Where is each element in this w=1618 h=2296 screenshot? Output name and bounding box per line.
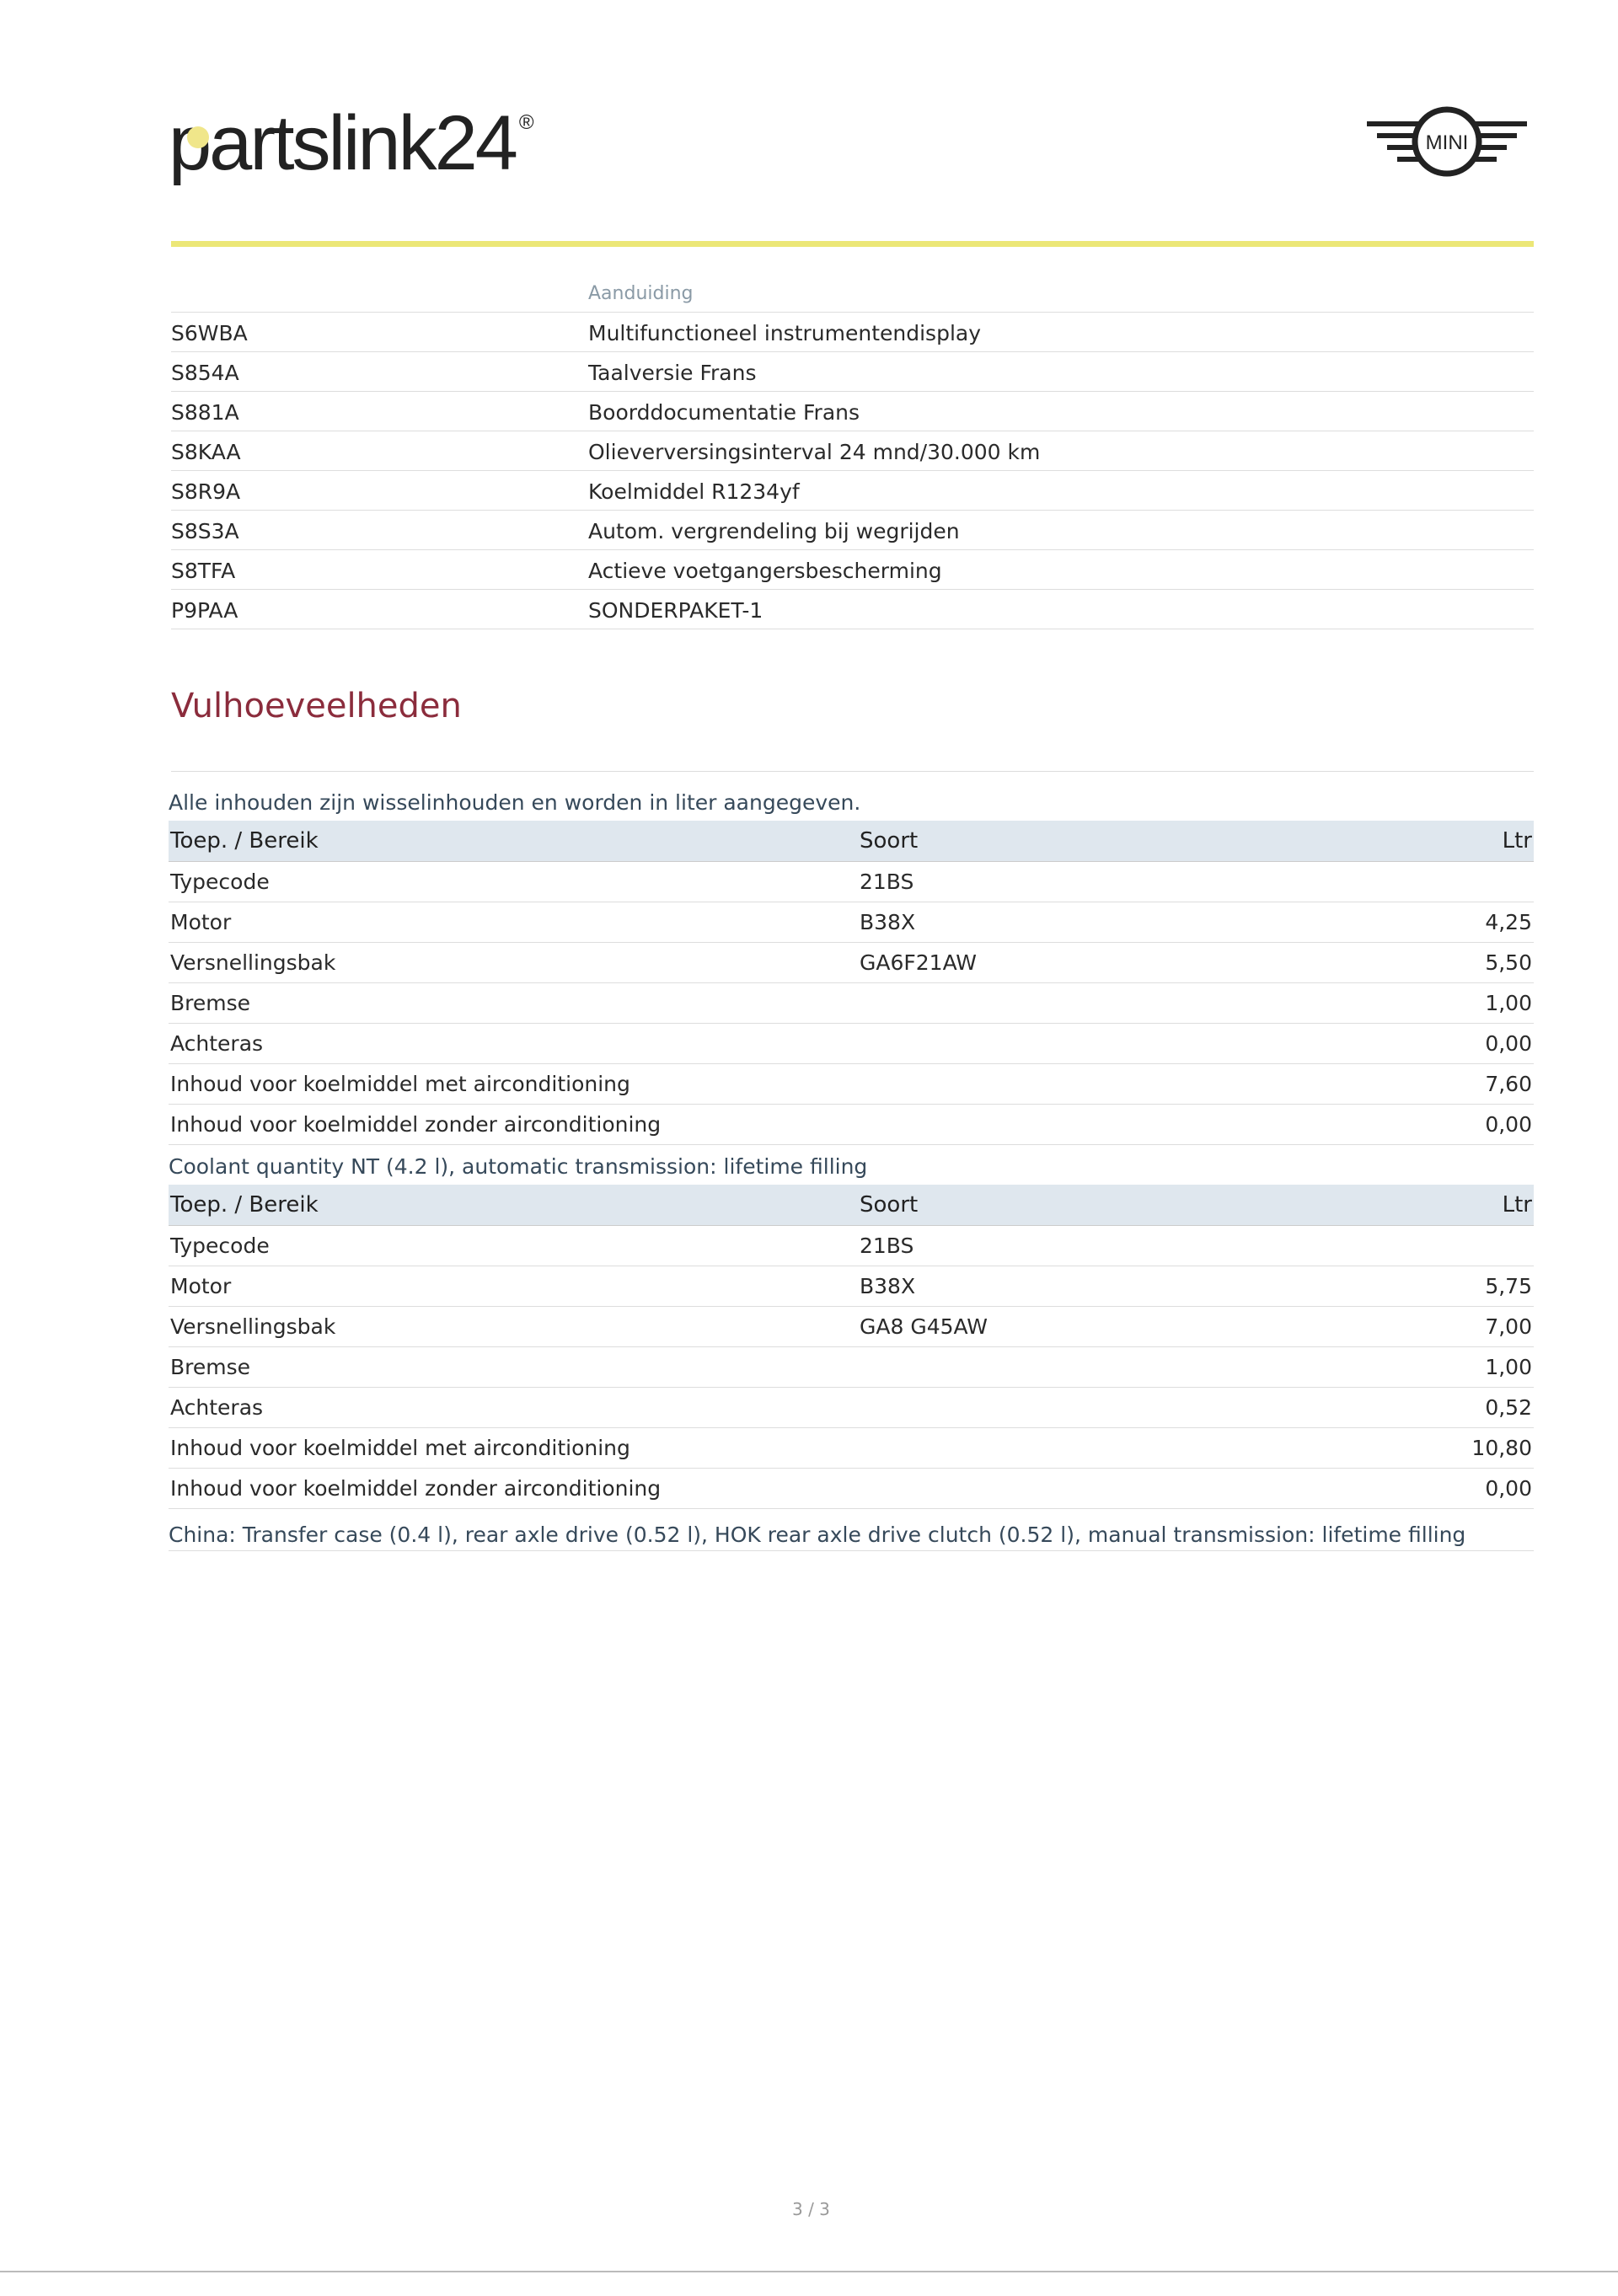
table-header: Toep. / Bereik Soort Ltr	[169, 821, 1534, 862]
option-code: S8R9A	[171, 479, 241, 504]
table-row: Typecode 21BS	[169, 862, 1534, 902]
cell-component: Inhoud voor koelmiddel zonder airconditi…	[170, 1476, 662, 1501]
cell-component: Inhoud voor koelmiddel zonder airconditi…	[170, 1112, 662, 1137]
cell-liters: 1,00	[1485, 1355, 1532, 1379]
cell-type: 21BS	[860, 870, 914, 894]
cell-component: Inhoud voor koelmiddel met airconditioni…	[170, 1072, 630, 1096]
table-row: Motor B38X 4,25	[169, 902, 1534, 943]
cell-liters: 0,00	[1485, 1476, 1532, 1501]
table-row: Achteras 0,00	[169, 1024, 1534, 1064]
code-row: S6WBA Multifunctioneel instrumentendispl…	[171, 313, 1534, 352]
cell-component: Motor	[170, 1274, 232, 1298]
cell-type: B38X	[860, 1274, 916, 1298]
table-header: Toep. / Bereik Soort Ltr	[169, 1185, 1534, 1226]
option-code: S881A	[171, 400, 239, 425]
code-row: S8TFA Actieve voetgangersbescherming	[171, 550, 1534, 590]
column-header-ltr: Ltr	[1502, 828, 1532, 854]
section-title: Vulhoeveelheden	[171, 687, 462, 725]
table-row: Inhoud voor koelmiddel zonder airconditi…	[169, 1105, 1534, 1145]
mini-logo: MINI	[1367, 106, 1527, 177]
fill-quantities-table-1: Alle inhouden zijn wisselinhouden en wor…	[169, 784, 1534, 1145]
page-number: 3 / 3	[792, 2199, 830, 2219]
column-header-toep: Toep. / Bereik	[170, 1192, 319, 1218]
cell-component: Versnellingsbak	[170, 1314, 336, 1339]
cell-type: GA8 G45AW	[860, 1314, 988, 1339]
option-code: S8S3A	[171, 519, 239, 543]
code-row: P9PAA SONDERPAKET-1	[171, 590, 1534, 629]
table-footnote: China: Transfer case (0.4 l), rear axle …	[169, 1509, 1534, 1551]
code-row: S854A Taalversie Frans	[171, 352, 1534, 392]
table-row: Bremse 1,00	[169, 983, 1534, 1024]
column-header-toep: Toep. / Bereik	[170, 828, 319, 854]
cell-component: Bremse	[170, 1355, 251, 1379]
option-code: P9PAA	[171, 598, 238, 623]
code-row: S8KAA Olieverversingsinterval 24 mnd/30.…	[171, 431, 1534, 471]
cell-component: Bremse	[170, 991, 251, 1015]
cell-liters: 0,00	[1485, 1031, 1532, 1056]
cell-component: Achteras	[170, 1031, 264, 1056]
option-description: Koelmiddel R1234yf	[588, 479, 800, 504]
option-description: Actieve voetgangersbescherming	[588, 559, 942, 583]
cell-liters: 1,00	[1485, 991, 1532, 1015]
header-divider	[171, 241, 1534, 247]
column-header-aanduiding: Aanduiding	[588, 283, 694, 304]
code-row: S881A Boorddocumentatie Frans	[171, 392, 1534, 431]
divider	[171, 771, 1534, 772]
cell-liters: 7,60	[1485, 1072, 1532, 1096]
option-description: Boorddocumentatie Frans	[588, 400, 860, 425]
option-code: S8KAA	[171, 440, 241, 464]
cell-component: Typecode	[170, 870, 270, 894]
option-description: Olieverversingsinterval 24 mnd/30.000 km	[588, 440, 1041, 464]
cell-component: Achteras	[170, 1395, 264, 1420]
option-code: S8TFA	[171, 559, 236, 583]
option-description: Multifunctioneel instrumentendisplay	[588, 321, 982, 345]
table-row: Inhoud voor koelmiddel met airconditioni…	[169, 1064, 1534, 1105]
svg-text:MINI: MINI	[1426, 131, 1469, 154]
column-header-soort: Soort	[860, 828, 919, 854]
page-edge	[0, 2271, 1618, 2272]
cell-type: GA6F21AW	[860, 950, 978, 975]
cell-liters: 0,52	[1485, 1395, 1532, 1420]
code-row: S8R9A Koelmiddel R1234yf	[171, 471, 1534, 511]
cell-component: Versnellingsbak	[170, 950, 336, 975]
table-row: Motor B38X 5,75	[169, 1266, 1534, 1307]
cell-component: Motor	[170, 910, 232, 934]
cell-liters: 4,25	[1485, 910, 1532, 934]
table-note: Coolant quantity NT (4.2 l), automatic t…	[169, 1154, 868, 1179]
cell-liters: 10,80	[1471, 1436, 1532, 1460]
table-row: Achteras 0,52	[169, 1388, 1534, 1428]
option-description: Taalversie Frans	[588, 361, 757, 385]
cell-liters: 5,75	[1485, 1274, 1532, 1298]
cell-component: Typecode	[170, 1234, 270, 1258]
option-description: SONDERPAKET-1	[588, 598, 763, 623]
option-description: Autom. vergrendeling bij wegrijden	[588, 519, 960, 543]
table-row: Typecode 21BS	[169, 1226, 1534, 1266]
table-row: Inhoud voor koelmiddel met airconditioni…	[169, 1428, 1534, 1469]
cell-liters: 0,00	[1485, 1112, 1532, 1137]
option-codes-table: Aanduiding S6WBA Multifunctioneel instru…	[171, 278, 1534, 629]
table-note: Alle inhouden zijn wisselinhouden en wor…	[169, 790, 861, 815]
cell-type: B38X	[860, 910, 916, 934]
column-header-ltr: Ltr	[1502, 1192, 1532, 1218]
code-row: S8S3A Autom. vergrendeling bij wegrijden	[171, 511, 1534, 550]
partslink24-logo: partslink24®	[169, 99, 534, 209]
option-code: S6WBA	[171, 321, 248, 345]
table-row: Inhoud voor koelmiddel zonder airconditi…	[169, 1469, 1534, 1509]
table-row: Versnellingsbak GA6F21AW 5,50	[169, 943, 1534, 983]
table-row: Versnellingsbak GA8 G45AW 7,00	[169, 1307, 1534, 1347]
fill-quantities-table-2: Coolant quantity NT (4.2 l), automatic t…	[169, 1148, 1534, 1551]
cell-liters: 7,00	[1485, 1314, 1532, 1339]
column-header-soort: Soort	[860, 1192, 919, 1218]
cell-component: Inhoud voor koelmiddel met airconditioni…	[170, 1436, 630, 1460]
cell-liters: 5,50	[1485, 950, 1532, 975]
option-code: S854A	[171, 361, 239, 385]
table-row: Bremse 1,00	[169, 1347, 1534, 1388]
cell-type: 21BS	[860, 1234, 914, 1258]
